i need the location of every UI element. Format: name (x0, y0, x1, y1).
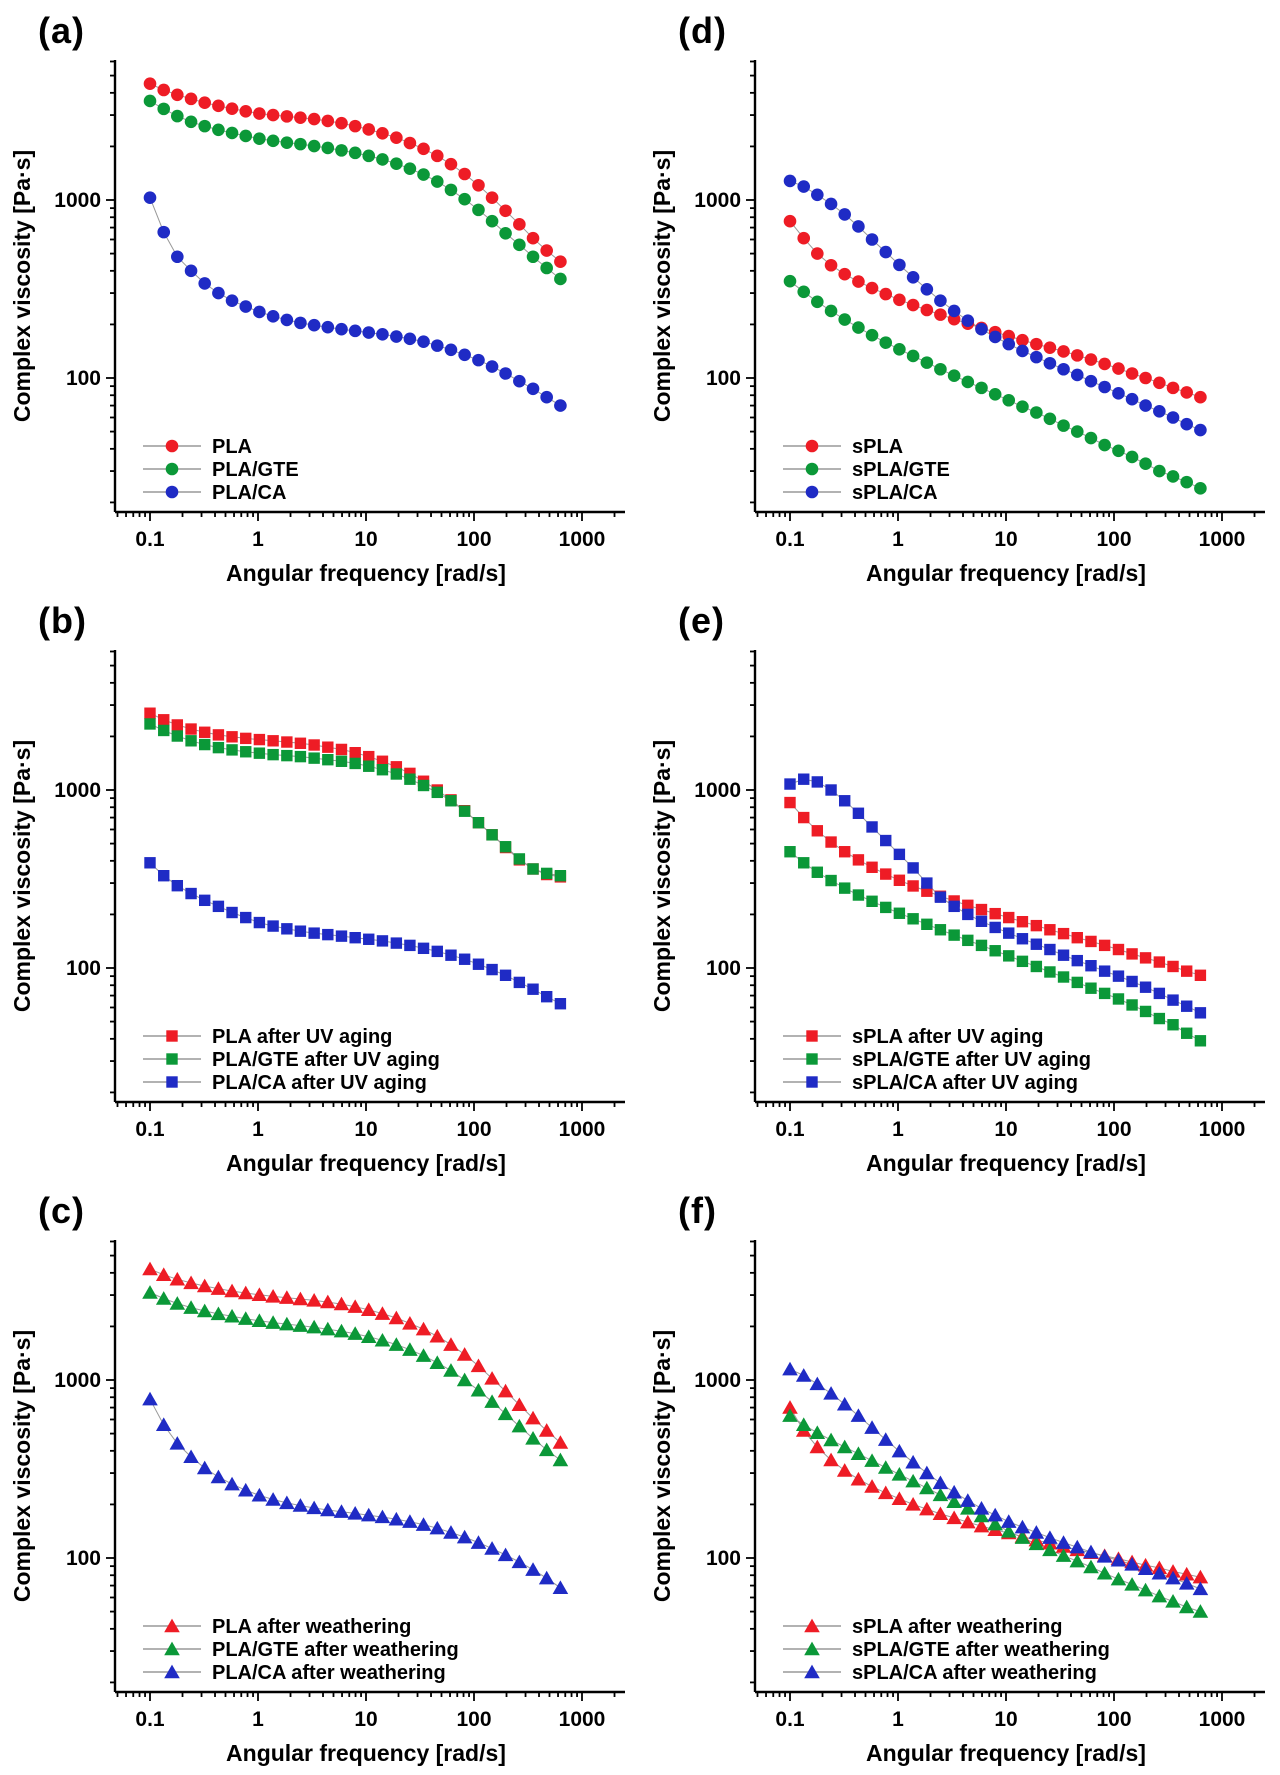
panel-e: (e) 0.1 1 10 100 1000 100 1000 Angular frequenc… (640, 590, 1280, 1180)
svg-text:1000: 1000 (559, 1118, 606, 1141)
panel-d-plot: 0.1 1 10 100 1000 100 1000 Angular frequency [r… (649, 60, 1265, 586)
panel-f: (f) 0.1 1 10 100 1000 100 1000 Angular frequenc… (640, 1180, 1280, 1771)
svg-text:1: 1 (252, 528, 264, 551)
panel-a: (a) 0.1 1 10 100 1000 100 1000 Angular frequenc… (0, 0, 640, 590)
svg-text:1: 1 (892, 1118, 904, 1141)
panel-c: (c) 0.1 1 10 100 1000 100 1000 Angular frequenc… (0, 1180, 640, 1771)
svg-text:0.1: 0.1 (135, 1118, 165, 1141)
panel-e-plot: 0.1 1 10 100 1000 100 1000 Angular frequency [r… (649, 650, 1265, 1176)
svg-text:1000: 1000 (54, 1369, 101, 1392)
svg-text:1000: 1000 (54, 779, 101, 802)
svg-text:PLA/CA after UV aging: PLA/CA after UV aging (212, 1072, 427, 1094)
svg-text:1000: 1000 (694, 1369, 741, 1392)
panel-b-plot: 0.1 1 10 100 1000 100 1000 Angular frequency [r… (9, 650, 625, 1176)
svg-text:10: 10 (354, 1118, 377, 1141)
svg-text:0.1: 0.1 (135, 528, 165, 551)
svg-text:100: 100 (706, 1547, 741, 1570)
svg-text:1000: 1000 (54, 189, 101, 212)
svg-text:sPLA: sPLA (852, 436, 903, 458)
svg-text:PLA after UV aging: PLA after UV aging (212, 1026, 392, 1048)
svg-text:1: 1 (892, 1708, 904, 1731)
svg-text:Angular frequency [rad/s]: Angular frequency [rad/s] (226, 560, 506, 586)
panel-c-plot: 0.1 1 10 100 1000 100 1000 Angular frequency [r… (9, 1240, 625, 1766)
svg-text:PLA: PLA (212, 436, 252, 458)
panel-f-plot: 0.1 1 10 100 1000 100 1000 Angular frequency [r… (649, 1240, 1265, 1766)
svg-text:10: 10 (354, 528, 377, 551)
svg-text:1000: 1000 (694, 779, 741, 802)
svg-text:1: 1 (252, 1708, 264, 1731)
svg-text:Angular frequency [rad/s]: Angular frequency [rad/s] (866, 1150, 1146, 1176)
svg-text:1000: 1000 (1199, 1118, 1246, 1141)
panel-a-plot: 0.1 1 10 100 1000 100 1000 Angular frequency [r… (9, 60, 625, 586)
svg-text:100: 100 (1096, 1118, 1131, 1141)
panel-f-label: (f) (678, 1190, 717, 1231)
svg-text:Angular frequency [rad/s]: Angular frequency [rad/s] (866, 1740, 1146, 1766)
svg-text:PLA/CA: PLA/CA (212, 482, 286, 504)
svg-text:sPLA/GTE after weathering: sPLA/GTE after weathering (852, 1639, 1110, 1661)
svg-text:1000: 1000 (559, 528, 606, 551)
panel-c-label: (c) (38, 1190, 85, 1231)
svg-text:Complex viscosity [Pa·s]: Complex viscosity [Pa·s] (9, 740, 35, 1012)
svg-text:Complex viscosity [Pa·s]: Complex viscosity [Pa·s] (649, 150, 675, 422)
svg-text:sPLA after weathering: sPLA after weathering (852, 1616, 1062, 1638)
svg-text:10: 10 (994, 1708, 1017, 1731)
svg-text:Complex viscosity [Pa·s]: Complex viscosity [Pa·s] (9, 1330, 35, 1602)
svg-text:sPLA/CA: sPLA/CA (852, 482, 938, 504)
svg-text:PLA/GTE: PLA/GTE (212, 459, 299, 481)
svg-text:100: 100 (1096, 528, 1131, 551)
svg-text:0.1: 0.1 (135, 1708, 165, 1731)
svg-text:0.1: 0.1 (775, 1118, 805, 1141)
svg-text:1000: 1000 (559, 1708, 606, 1731)
svg-text:PLA/GTE after weathering: PLA/GTE after weathering (212, 1639, 459, 1661)
svg-text:Complex viscosity [Pa·s]: Complex viscosity [Pa·s] (649, 1330, 675, 1602)
svg-text:Angular frequency [rad/s]: Angular frequency [rad/s] (226, 1150, 506, 1176)
svg-text:0.1: 0.1 (775, 1708, 805, 1731)
svg-text:1: 1 (252, 1118, 264, 1141)
svg-text:100: 100 (1096, 1708, 1131, 1731)
svg-text:1000: 1000 (1199, 528, 1246, 551)
svg-text:100: 100 (66, 1547, 101, 1570)
svg-text:10: 10 (354, 1708, 377, 1731)
panel-b: (b) 0.1 1 10 100 1000 100 1000 Angular frequenc… (0, 590, 640, 1180)
svg-text:Complex viscosity [Pa·s]: Complex viscosity [Pa·s] (649, 740, 675, 1012)
svg-text:10: 10 (994, 528, 1017, 551)
svg-text:100: 100 (66, 367, 101, 390)
svg-text:sPLA/GTE after UV aging: sPLA/GTE after UV aging (852, 1049, 1091, 1071)
panel-d-label: (d) (678, 10, 727, 51)
svg-text:1000: 1000 (694, 189, 741, 212)
svg-text:100: 100 (456, 1118, 491, 1141)
svg-text:sPLA/CA after UV aging: sPLA/CA after UV aging (852, 1072, 1078, 1094)
panel-e-label: (e) (678, 600, 725, 641)
svg-text:10: 10 (994, 1118, 1017, 1141)
panel-a-label: (a) (38, 10, 85, 51)
svg-text:PLA after weathering: PLA after weathering (212, 1616, 411, 1638)
svg-text:100: 100 (706, 367, 741, 390)
svg-text:100: 100 (706, 957, 741, 980)
svg-text:100: 100 (66, 957, 101, 980)
panel-d: (d) 0.1 1 10 100 1000 100 1000 Angular frequenc… (640, 0, 1280, 590)
svg-text:1: 1 (892, 528, 904, 551)
svg-text:PLA/CA after weathering: PLA/CA after weathering (212, 1662, 446, 1684)
svg-text:PLA/GTE after UV aging: PLA/GTE after UV aging (212, 1049, 440, 1071)
svg-text:sPLA after UV aging: sPLA after UV aging (852, 1026, 1044, 1048)
panel-b-label: (b) (38, 600, 87, 641)
svg-text:100: 100 (456, 1708, 491, 1731)
svg-text:sPLA/GTE: sPLA/GTE (852, 459, 950, 481)
svg-text:1000: 1000 (1199, 1708, 1246, 1731)
svg-text:sPLA/CA after weathering: sPLA/CA after weathering (852, 1662, 1097, 1684)
svg-text:Angular frequency [rad/s]: Angular frequency [rad/s] (866, 560, 1146, 586)
svg-text:Complex viscosity [Pa·s]: Complex viscosity [Pa·s] (9, 150, 35, 422)
svg-text:0.1: 0.1 (775, 528, 805, 551)
svg-text:100: 100 (456, 528, 491, 551)
svg-text:Angular frequency [rad/s]: Angular frequency [rad/s] (226, 1740, 506, 1766)
